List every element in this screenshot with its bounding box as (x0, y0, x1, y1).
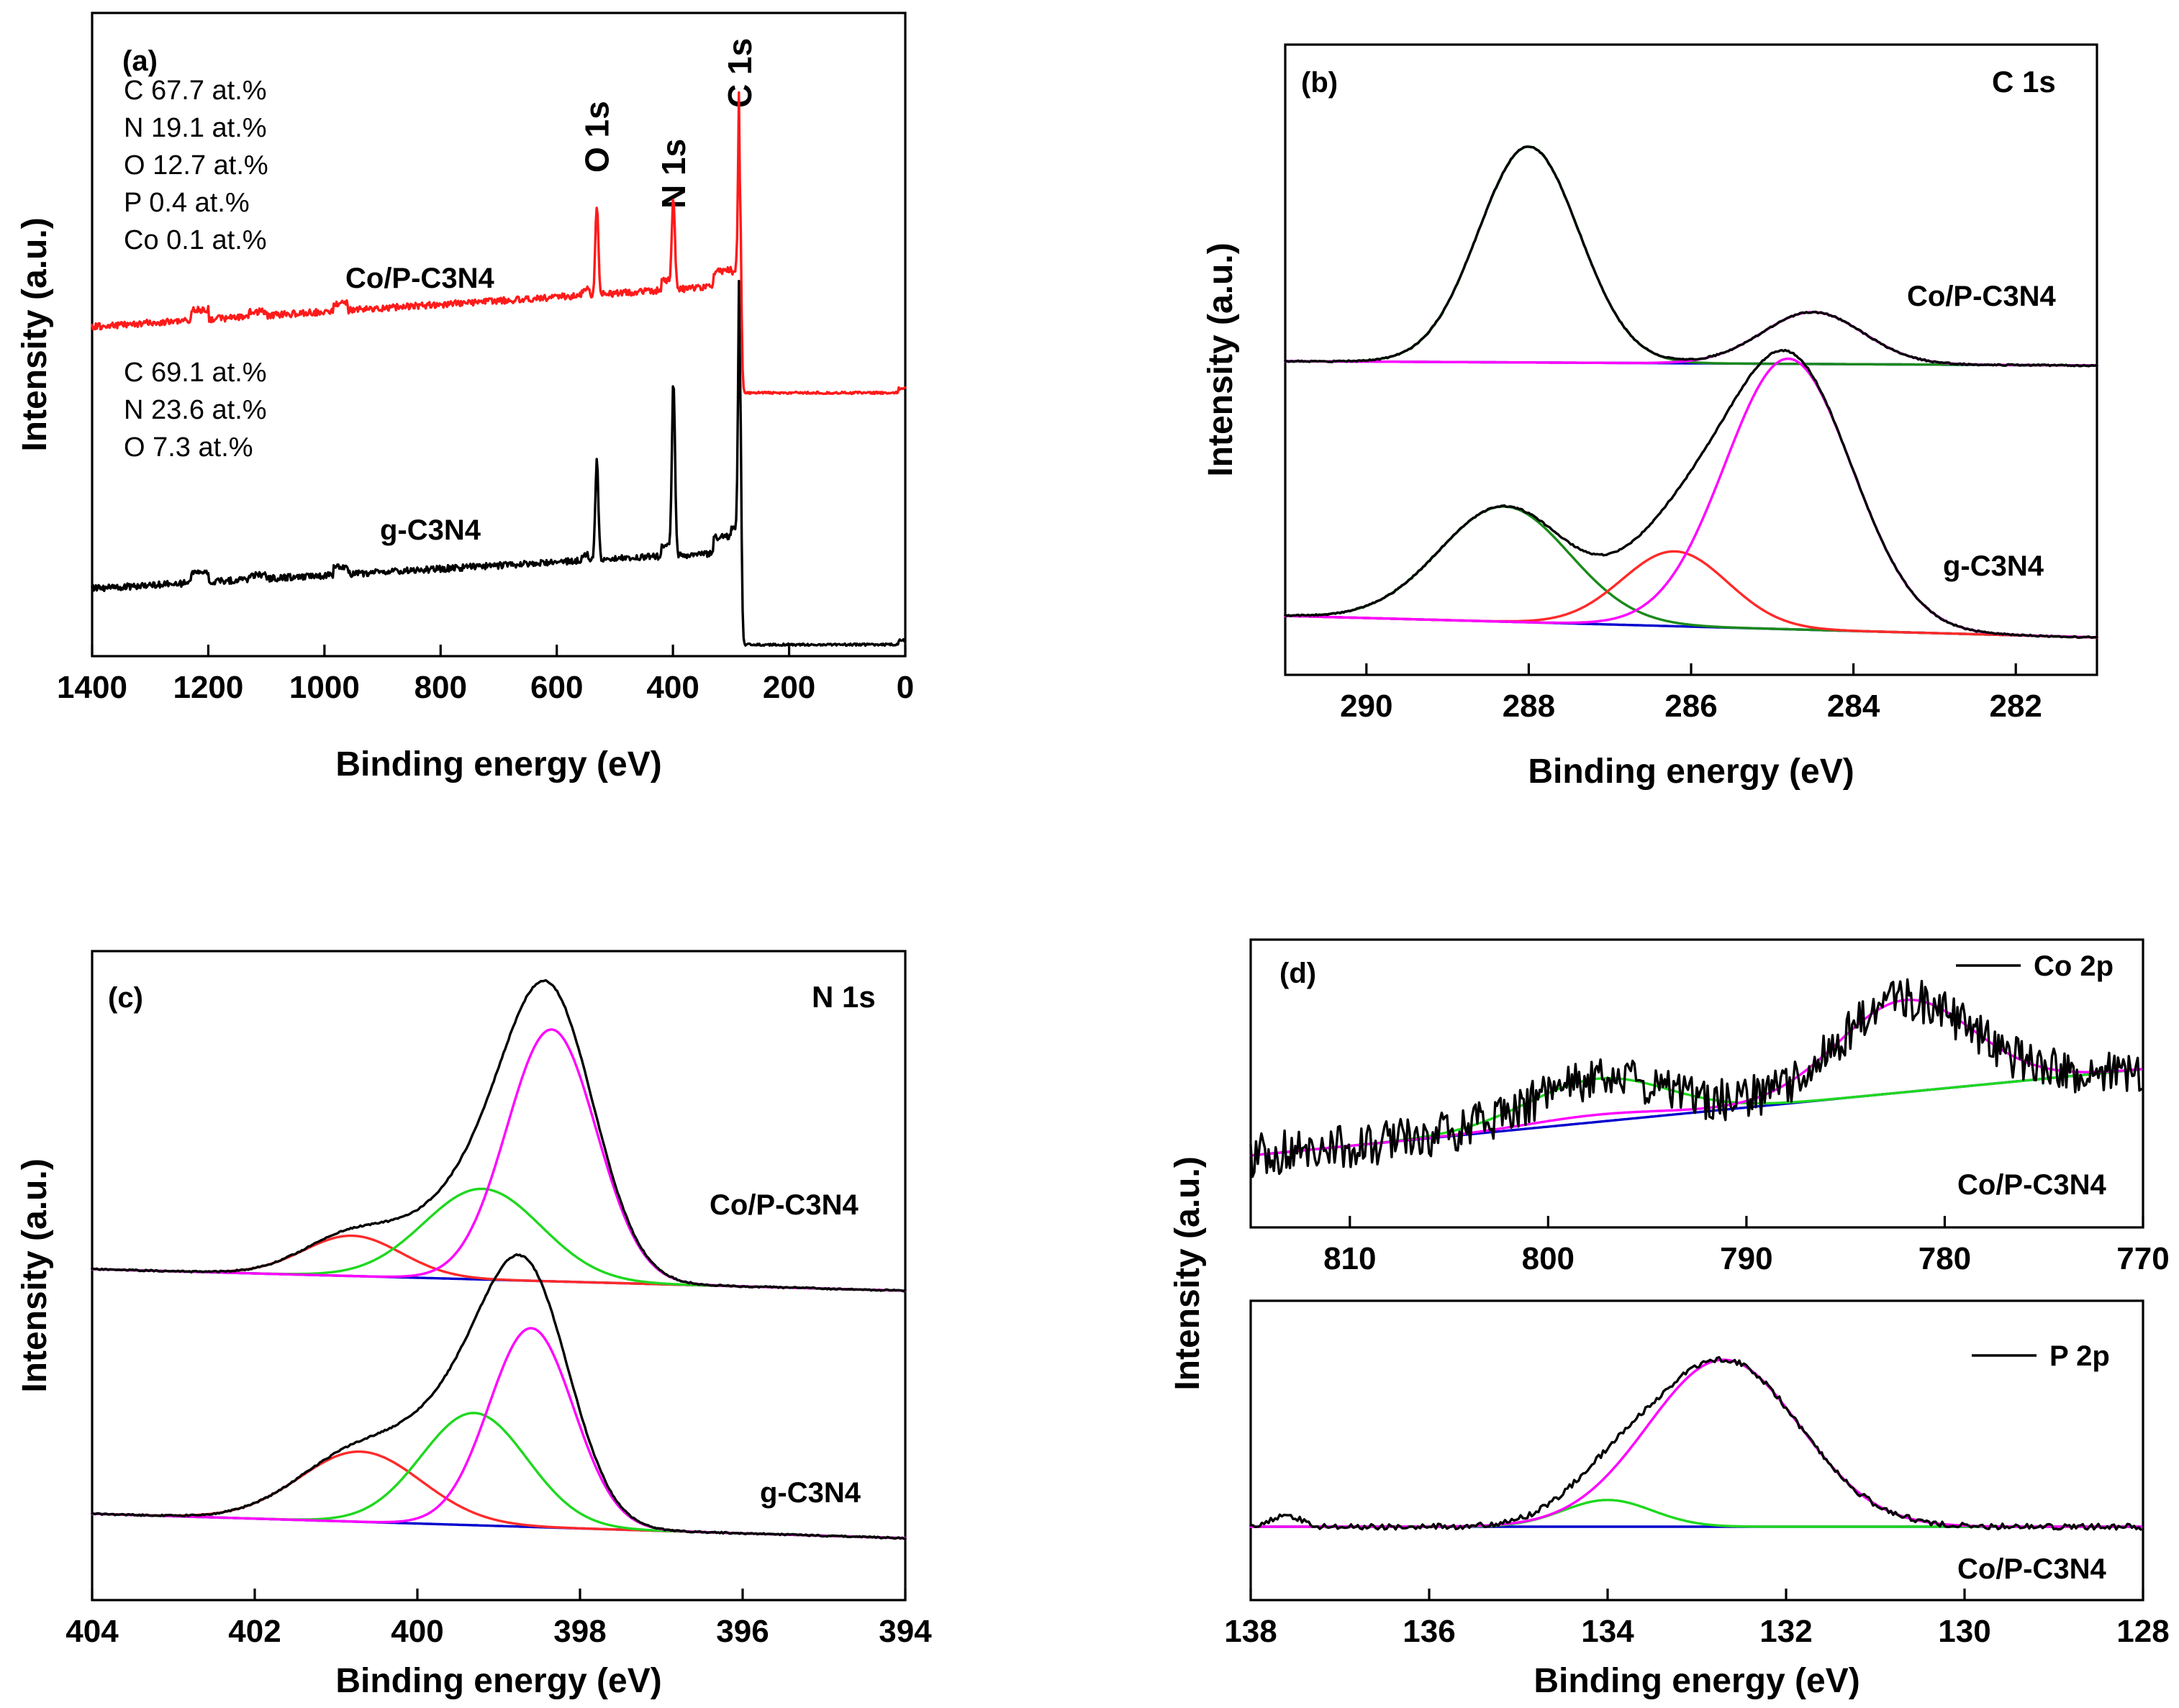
x-tick-label: 138 (1224, 1614, 1277, 1649)
panel-a-survey: (a) C 67.7 at.% N 19.1 at.% O 12.7 at.% … (16, 12, 914, 783)
peak-labels: O 1sN 1sC 1s (578, 38, 758, 209)
x-tick-label: 770 (2116, 1241, 2169, 1276)
fit-component-curve (1284, 311, 2098, 367)
x-tick-label: 130 (1938, 1614, 1990, 1649)
x-tick-label: 600 (530, 670, 583, 705)
panel-b-label: (b) (1301, 67, 1338, 99)
x-tick-label: 800 (1522, 1241, 1575, 1276)
x-axis-label: Binding energy (eV) (1534, 1662, 1859, 1700)
x-tick-label: 134 (1581, 1614, 1634, 1649)
composition-line: Co 0.1 at.% (124, 225, 267, 255)
x-tick-label: 128 (2116, 1614, 2169, 1649)
x-tick-label: 286 (1664, 689, 1717, 724)
x-tick-label: 402 (228, 1614, 281, 1649)
measured-curve (91, 1253, 907, 1540)
x-tick-label: 790 (1720, 1241, 1772, 1276)
series-label-co: Co/P-C3N4 (345, 263, 494, 294)
sample-label-co: Co/P-C3N4 (1907, 281, 2056, 312)
core-level-label: C 1s (1992, 65, 2056, 99)
legend-label: P 2p (2049, 1340, 2110, 1372)
measured-curve (1249, 978, 2143, 1178)
gcn-composition-list: C 69.1 at.% N 23.6 at.% O 7.3 at.% (124, 358, 267, 463)
sample-label-gcn: g-C3N4 (1943, 550, 2044, 582)
x-tick-label: 0 (897, 670, 914, 705)
x-tick-label: 290 (1340, 689, 1392, 724)
peak-label: O 1s (578, 101, 615, 173)
core-level-label: N 1s (812, 980, 876, 1014)
composition-line: O 12.7 at.% (124, 150, 268, 181)
measured-curve (1249, 1355, 2142, 1531)
x-tick-label: 400 (391, 1614, 443, 1649)
sample-label: Co/P-C3N4 (1957, 1169, 2106, 1201)
fit-component-curve (1249, 1358, 2143, 1528)
composition-line: N 23.6 at.% (124, 395, 267, 425)
panel-b-c1s: (b) C 1s Co/P-C3N4 g-C3N4 290 288 286 284 28… (1202, 43, 2098, 791)
panel-d-top-frame (1249, 938, 2144, 1229)
x-tick-label: 810 (1323, 1241, 1376, 1276)
panel-d-co2p: (d) Co 2p Co/P-C3N4 810 800 790 780 770 (1249, 938, 2170, 1276)
composition-line: C 67.7 at.% (124, 76, 267, 106)
panel-a-label: (a) (122, 45, 158, 77)
x-axis-label: Binding energy (eV) (335, 1662, 661, 1700)
x-tick-label: 780 (1918, 1241, 1971, 1276)
x-tick-label: 1200 (173, 670, 243, 705)
x-tick-label: 394 (879, 1614, 932, 1649)
panel-d-label: (d) (1279, 958, 1316, 989)
x-tick-label: 282 (1989, 689, 2042, 724)
x-tick-label: 398 (553, 1614, 606, 1649)
peak-label: N 1s (655, 139, 692, 209)
x-tick-label: 1400 (57, 670, 127, 705)
fit-component-curve (1284, 357, 2098, 639)
survey-curve-co (91, 91, 907, 396)
sample-label: Co/P-C3N4 (1957, 1553, 2106, 1585)
x-axis-label: Binding energy (eV) (335, 745, 661, 783)
composition-line: O 7.3 at.% (124, 432, 253, 463)
y-axis-label: Intensity (a.u.) (1169, 1156, 1207, 1390)
series-label-gcn: g-C3N4 (380, 514, 481, 546)
panel-c-label: (c) (108, 982, 143, 1014)
legend-label: Co 2p (2034, 950, 2114, 982)
composition-line: C 69.1 at.% (124, 358, 267, 388)
panel-c-frame (91, 950, 907, 1602)
x-tick-label: 400 (646, 670, 699, 705)
survey-curve-gcn (91, 279, 907, 648)
co-composition-list: C 67.7 at.% N 19.1 at.% O 12.7 at.% P 0.… (124, 76, 268, 255)
measured-curve (91, 978, 907, 1293)
panel-d-bottom-frame (1249, 1299, 2144, 1602)
x-tick-label: 132 (1759, 1614, 1812, 1649)
x-tick-label: 288 (1503, 689, 1555, 724)
x-tick-label: 396 (716, 1614, 769, 1649)
x-axis-label: Binding energy (eV) (1528, 753, 1854, 791)
fit-component-curve (1249, 1499, 2143, 1528)
panel-c-n1s: (c) N 1s Co/P-C3N4 g-C3N4 404 402 400 398 39… (16, 950, 932, 1700)
panel-a-frame (91, 12, 907, 658)
composition-line: N 19.1 at.% (124, 113, 267, 143)
x-tick-label: 1000 (289, 670, 360, 705)
x-tick-label: 136 (1403, 1614, 1455, 1649)
x-tick-label: 800 (414, 670, 467, 705)
composition-line: P 0.4 at.% (124, 188, 250, 218)
sample-label-gcn: g-C3N4 (760, 1477, 861, 1509)
y-axis-label: Intensity (a.u.) (16, 1158, 54, 1392)
y-axis-label: Intensity (a.u.) (1202, 242, 1240, 476)
y-axis-label: Intensity (a.u.) (16, 217, 54, 451)
fit-component-curve (91, 1234, 907, 1292)
x-tick-label: 404 (65, 1614, 119, 1649)
sample-label-co: Co/P-C3N4 (710, 1189, 859, 1221)
panel-d-p2p: P 2p Co/P-C3N4 138 136 134 132 130 128 Bindin… (1169, 1156, 2170, 1700)
measured-curve (1284, 348, 2098, 639)
measured-curve (1284, 145, 2098, 368)
fit-component-curve (1284, 145, 2098, 367)
x-tick-label: 284 (1827, 689, 1880, 724)
x-tick-label: 200 (763, 670, 815, 705)
